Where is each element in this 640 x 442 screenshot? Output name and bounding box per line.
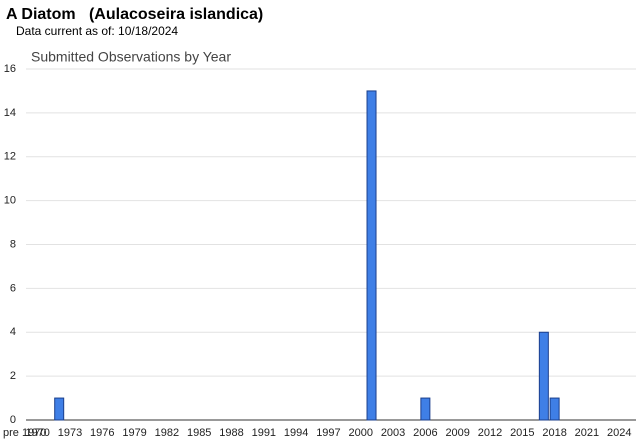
bar <box>420 397 431 421</box>
bar <box>549 397 560 421</box>
x-tick-label: 2024 <box>607 427 631 439</box>
y-tick-label: 16 <box>4 63 16 75</box>
x-tick-label: 2006 <box>413 427 437 439</box>
y-tick-label: 6 <box>10 282 16 294</box>
y-tick-label: 8 <box>10 238 16 250</box>
x-tick-label: 2021 <box>575 427 599 439</box>
y-tick-label: 0 <box>10 414 16 426</box>
x-tick-label: 2018 <box>542 427 566 439</box>
subtitle: Data current as of: 10/18/2024 <box>16 24 178 38</box>
x-tick-label: 1973 <box>58 427 82 439</box>
x-tick-label: 2012 <box>478 427 502 439</box>
x-tick-label: 2015 <box>510 427 534 439</box>
bar <box>54 397 65 421</box>
x-tick-label: 1979 <box>122 427 146 439</box>
x-tick-label: 1970 <box>25 427 49 439</box>
x-tick-label: 2000 <box>349 427 373 439</box>
x-tick-label: 1976 <box>90 427 114 439</box>
bar <box>366 90 377 421</box>
chart-title: Submitted Observations by Year <box>31 49 231 65</box>
y-tick-label: 14 <box>4 107 16 119</box>
x-tick-label: 1988 <box>219 427 243 439</box>
x-tick-label: pre 1970 <box>3 427 46 439</box>
x-tick-label: 1991 <box>252 427 276 439</box>
x-tick-label: 1985 <box>187 427 211 439</box>
x-tick-label: 2009 <box>445 427 469 439</box>
x-tick-label: 1982 <box>155 427 179 439</box>
bar <box>538 331 549 421</box>
x-tick-label: 2003 <box>381 427 405 439</box>
y-tick-label: 10 <box>4 195 16 207</box>
x-tick-label: 1997 <box>316 427 340 439</box>
page-title: A Diatom (Aulacoseira islandica) <box>6 6 263 23</box>
x-tick-label: 1994 <box>284 427 308 439</box>
y-tick-label: 2 <box>10 370 16 382</box>
y-tick-label: 4 <box>10 326 16 338</box>
y-tick-label: 12 <box>4 151 16 163</box>
